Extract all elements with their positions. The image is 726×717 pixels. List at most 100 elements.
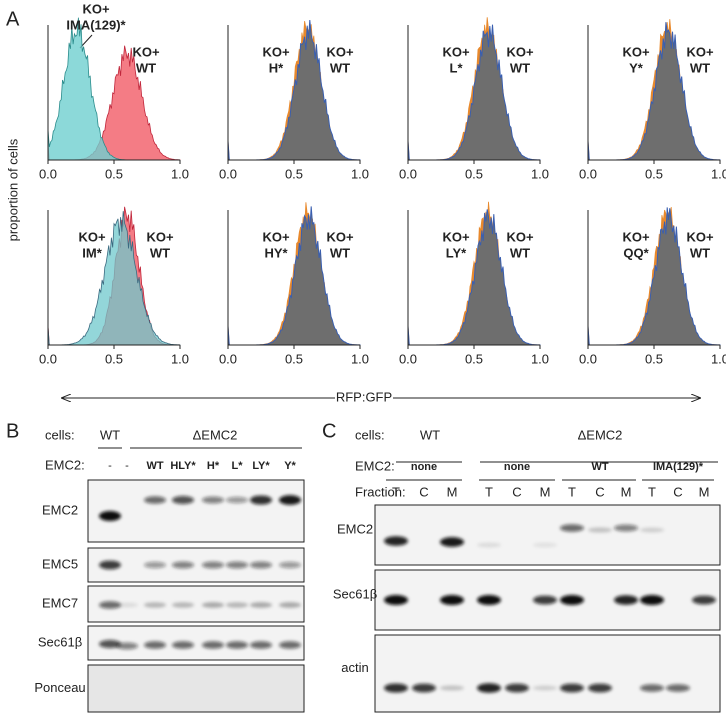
emc2-label: EMC2: [45, 457, 85, 472]
band [99, 601, 121, 609]
histogram [587, 207, 721, 346]
group-label: none [504, 461, 530, 473]
fraction: M [540, 484, 551, 499]
blot-label: EMC5 [42, 556, 78, 571]
tick-label: 0.0 [219, 351, 237, 366]
tick-label: 0.5 [285, 351, 303, 366]
band [560, 595, 584, 605]
lane-label: Y* [284, 460, 296, 472]
band [533, 595, 557, 605]
band [588, 527, 612, 533]
tick-label: 0.0 [219, 166, 237, 181]
cells: WT [100, 427, 120, 442]
band [250, 641, 272, 649]
band [477, 595, 501, 605]
cells: WT [420, 427, 440, 442]
panel-label: A [6, 8, 20, 30]
tick-label: 0.0 [579, 351, 597, 366]
legend-label: KO+ [262, 44, 290, 59]
lane-label: HLY* [170, 460, 196, 472]
band [144, 602, 166, 608]
histogram [47, 211, 181, 346]
blot [374, 504, 721, 566]
band [172, 561, 194, 569]
legend-label: IMA(129)* [66, 17, 126, 32]
band [692, 595, 716, 605]
band [202, 641, 224, 649]
band [533, 685, 557, 691]
fraction: M [699, 484, 710, 499]
band [226, 496, 248, 504]
cells: ΔEMC2 [193, 427, 238, 442]
blot-label: EMC7 [42, 595, 78, 610]
fraction: C [419, 484, 428, 499]
band [279, 641, 301, 649]
band [116, 602, 138, 608]
legend-label: KO+ [506, 44, 534, 59]
lane-label: - [108, 460, 112, 472]
fraction: M [621, 484, 632, 499]
group-label: none [411, 461, 437, 473]
band [440, 685, 464, 691]
tick-label: 1.0 [531, 166, 549, 181]
band [666, 684, 690, 692]
band [172, 641, 194, 649]
band [250, 561, 272, 569]
cells-label: cells: [355, 427, 385, 442]
tick-label: 0.5 [465, 166, 483, 181]
band [144, 641, 166, 649]
legend-label: KO+ [326, 44, 354, 59]
group-label: IMA(129)* [653, 461, 704, 473]
legend-label: KO+ [78, 229, 106, 244]
tick-label: 0.5 [285, 166, 303, 181]
legend-label: KO+ [622, 44, 650, 59]
band [279, 561, 301, 569]
blot-label: EMC2 [42, 502, 78, 517]
legend-label: WT [330, 60, 350, 75]
emc2-label: EMC2: [355, 458, 395, 473]
legend-label: WT [690, 245, 710, 260]
legend-label: KO+ [262, 229, 290, 244]
blot-label: actin [341, 660, 368, 675]
band [505, 683, 529, 693]
band [614, 524, 638, 532]
tick-label: 0.0 [579, 166, 597, 181]
legend-label: IM* [82, 245, 102, 260]
histogram [227, 19, 361, 161]
band [533, 542, 557, 548]
band [640, 595, 664, 605]
histogram [587, 22, 721, 161]
legend-label: KO+ [622, 229, 650, 244]
legend-label: KO+ [146, 229, 174, 244]
group-label: WT [591, 461, 608, 473]
tick-label: 0.5 [645, 166, 663, 181]
blot-label: Sec61β [38, 634, 82, 649]
legend-label: LY* [446, 245, 467, 260]
tick-label: 0.5 [105, 351, 123, 366]
band [250, 495, 272, 505]
legend-label: WT [136, 60, 156, 75]
band [440, 595, 464, 605]
tick-label: 0.5 [465, 351, 483, 366]
lane-label: - [125, 460, 129, 472]
band [440, 537, 464, 547]
lane-label: H* [207, 460, 220, 472]
tick-label: 0.0 [399, 351, 417, 366]
band [279, 602, 301, 608]
band [412, 683, 436, 693]
band [640, 527, 664, 533]
fraction: M [447, 484, 458, 499]
cells-label: cells: [45, 427, 75, 442]
band [384, 683, 408, 693]
band [640, 684, 664, 692]
band [202, 561, 224, 569]
cells: ΔEMC2 [578, 427, 623, 442]
fraction: T [648, 484, 656, 499]
fraction-label: Fraction: [355, 484, 406, 499]
legend-label: WT [510, 60, 530, 75]
tick-label: 1.0 [711, 166, 726, 181]
legend-label: HY* [264, 245, 288, 260]
label-bg [335, 390, 393, 406]
blot-label: EMC2 [337, 521, 373, 536]
